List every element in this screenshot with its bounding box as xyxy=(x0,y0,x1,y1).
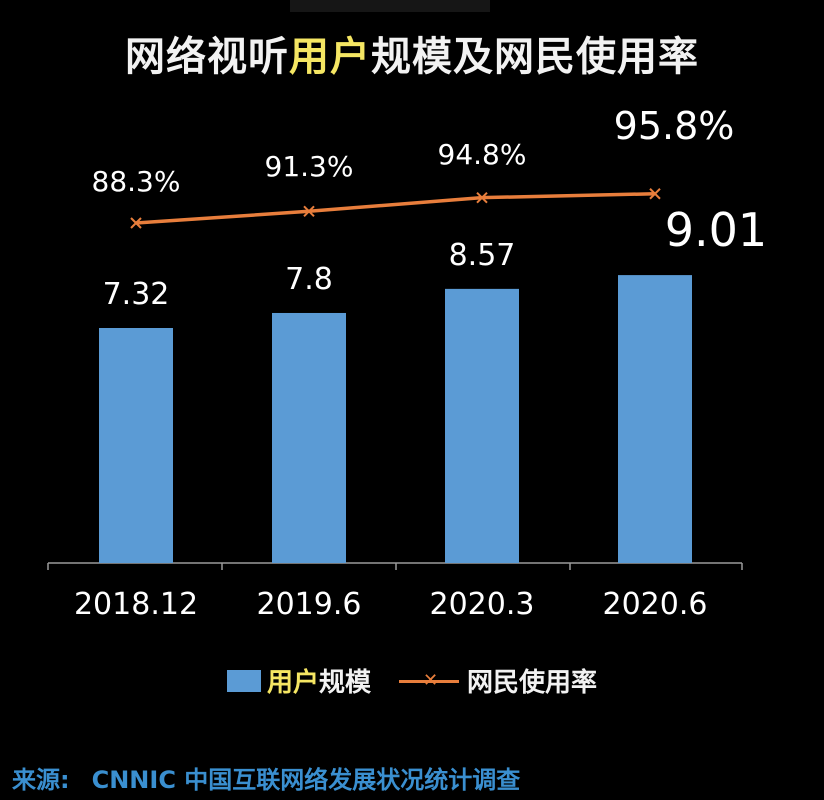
legend-line-label: 网民使用率 xyxy=(467,668,598,698)
x-tick-label-0: 2018.12 xyxy=(74,587,198,622)
bar-1 xyxy=(272,312,346,563)
legend-line-swatch: ✕ xyxy=(399,670,459,692)
x-tick-label-3: 2020.6 xyxy=(603,587,708,622)
top-strip xyxy=(290,0,490,12)
title-highlight: 用户 xyxy=(289,34,371,80)
rate-point-1 xyxy=(303,205,315,218)
bar-value-label-2: 8.57 xyxy=(449,238,516,273)
legend-line-marker: ✕ xyxy=(423,669,439,691)
x-tick-label-2: 2020.3 xyxy=(430,587,535,622)
rate-value-label-3: 95.8% xyxy=(614,104,735,148)
source-note: 来源: CNNIC 中国互联网络发展状况统计调查 xyxy=(12,760,520,795)
bar-2 xyxy=(445,288,519,563)
legend-bar-swatch xyxy=(226,669,261,692)
x-tick-label-1: 2019.6 xyxy=(257,587,362,622)
title-part-1: 网络视听 xyxy=(125,34,289,80)
legend-bar-label-rest: 规模 xyxy=(318,668,371,698)
rate-value-label-1: 91.3% xyxy=(265,150,354,183)
legend-line-stroke xyxy=(399,679,459,683)
bar-value-label-0: 7.32 xyxy=(103,277,170,312)
legend: 用户 规模 ✕ 网民使用率 xyxy=(0,662,824,699)
bar-value-label-3: 9.01 xyxy=(665,203,767,257)
rate-value-label-2: 94.8% xyxy=(438,138,527,171)
rate-point-0 xyxy=(130,217,142,229)
rate-point-2 xyxy=(476,191,488,204)
legend-bar-label-highlight: 用户 xyxy=(266,668,319,698)
bar-value-label-1: 7.8 xyxy=(285,262,333,297)
bar-0 xyxy=(99,328,173,563)
source-text: CNNIC 中国互联网络发展状况统计调查 xyxy=(91,766,521,794)
bar-3 xyxy=(618,275,692,563)
rate-point-3 xyxy=(649,188,661,200)
source-label: 来源: xyxy=(12,766,70,794)
rate-line xyxy=(135,192,656,225)
title-part-2: 规模及网民使用率 xyxy=(371,34,699,80)
rate-value-label-0: 88.3% xyxy=(92,165,181,198)
chart-title: 网络视听用户规模及网民使用率 xyxy=(0,24,824,82)
